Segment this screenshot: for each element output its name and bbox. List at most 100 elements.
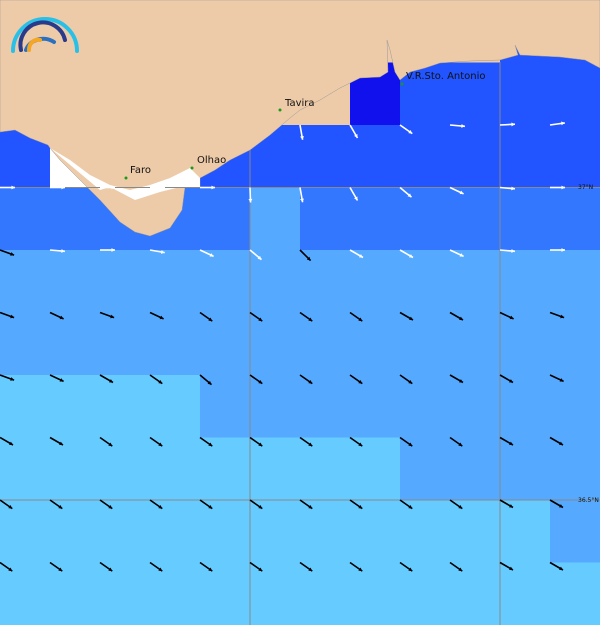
ocean-cell <box>100 250 151 313</box>
current-arrow <box>499 249 516 253</box>
ocean-cell <box>450 187 501 251</box>
current-arrow <box>249 499 263 510</box>
ocean-cell <box>300 562 351 625</box>
ocean-cell <box>0 187 51 251</box>
current-arrow <box>0 311 15 319</box>
ocean-cell <box>200 562 251 625</box>
ocean-cell <box>400 187 451 251</box>
current-arrow <box>549 499 564 509</box>
ocean-cell <box>50 500 101 563</box>
ocean-cell <box>150 562 201 625</box>
place-label-vrsa: V.R.Sto. Antonio <box>406 71 486 82</box>
current-arrow <box>49 499 63 510</box>
ocean-cell <box>0 562 51 625</box>
current-arrow <box>499 311 514 320</box>
ocean-cell <box>500 375 551 438</box>
current-arrow <box>50 185 65 190</box>
current-arrow <box>550 248 565 252</box>
ocean-cell <box>450 500 501 563</box>
current-arrow <box>149 374 163 385</box>
ocean-cell <box>500 500 551 563</box>
ocean-cell <box>250 250 301 313</box>
current-arrow <box>199 249 214 258</box>
ocean-cell <box>250 312 301 376</box>
ocean-cell <box>550 437 600 501</box>
ocean-cell <box>250 187 301 251</box>
ocean-cell <box>150 437 201 501</box>
current-arrow <box>0 561 13 572</box>
current-arrow <box>299 311 313 322</box>
ocean-cell <box>450 375 501 438</box>
place-label-faro: Faro <box>130 165 151 176</box>
ocean-cell <box>350 312 401 376</box>
current-arrow <box>499 186 516 191</box>
ocean-cell <box>550 562 600 625</box>
current-arrow <box>199 436 213 447</box>
current-arrow <box>449 499 463 510</box>
ocean-cell <box>50 375 101 438</box>
current-arrow <box>49 561 63 572</box>
current-arrow <box>49 436 64 446</box>
current-arrow <box>49 249 66 253</box>
ocean-cell <box>100 312 151 376</box>
ocean-cell <box>550 312 600 376</box>
place-markers <box>124 82 404 180</box>
ocean-cell <box>400 250 451 313</box>
gridlines <box>0 62 600 625</box>
ocean-cell <box>100 562 151 625</box>
current-arrow <box>349 311 363 322</box>
current-arrow <box>349 374 363 385</box>
current-arrow <box>100 248 115 252</box>
ocean-cell <box>300 437 351 501</box>
current-arrow <box>299 124 304 140</box>
ocean-cell <box>500 125 551 188</box>
current-arrow <box>449 374 464 384</box>
current-arrow <box>299 187 304 203</box>
current-arrow <box>0 499 13 510</box>
ocean-cell <box>100 437 151 501</box>
current-arrow <box>349 249 364 259</box>
ocean-cell <box>150 500 201 563</box>
ocean-cell <box>0 312 51 376</box>
ocean-cell <box>0 375 51 438</box>
ocean-cell <box>350 562 401 625</box>
ocean-cell <box>0 437 51 501</box>
ocean-cell <box>550 250 600 313</box>
current-arrow <box>549 561 564 571</box>
current-arrow <box>399 186 413 198</box>
ocean-cell <box>500 62 551 126</box>
logo-icon <box>11 17 79 53</box>
place-marker-vrsa <box>400 82 404 86</box>
ocean-cell <box>500 437 551 501</box>
place-marker-tavira <box>278 108 282 112</box>
current-arrow <box>399 249 414 259</box>
ocean-cell <box>150 375 201 438</box>
current-arrow <box>499 499 514 509</box>
place-label-tavira: Tavira <box>284 98 315 109</box>
current-arrow <box>199 561 213 572</box>
ocean-cell <box>500 562 551 625</box>
current-arrow <box>149 499 163 510</box>
ocean-cell <box>250 562 301 625</box>
current-arrow <box>299 561 313 572</box>
ocean-cell <box>300 250 351 313</box>
ocean-cell <box>0 250 51 313</box>
ocean-cell <box>450 437 501 501</box>
ocean-cell <box>200 187 251 251</box>
place-marker-olhao <box>190 166 194 170</box>
current-arrow <box>549 436 564 446</box>
ocean-cell <box>550 375 600 438</box>
current-arrow <box>0 436 14 446</box>
place-label-olhao: Olhao <box>197 155 226 166</box>
ocean-cell <box>500 312 551 376</box>
place-marker-faro <box>124 176 128 180</box>
ocean-cell <box>300 500 351 563</box>
current-arrow <box>349 436 363 447</box>
current-arrow <box>199 311 213 322</box>
current-arrow <box>299 499 313 510</box>
current-arrow <box>399 374 413 385</box>
current-arrow <box>299 249 312 262</box>
current-arrow <box>100 185 115 190</box>
